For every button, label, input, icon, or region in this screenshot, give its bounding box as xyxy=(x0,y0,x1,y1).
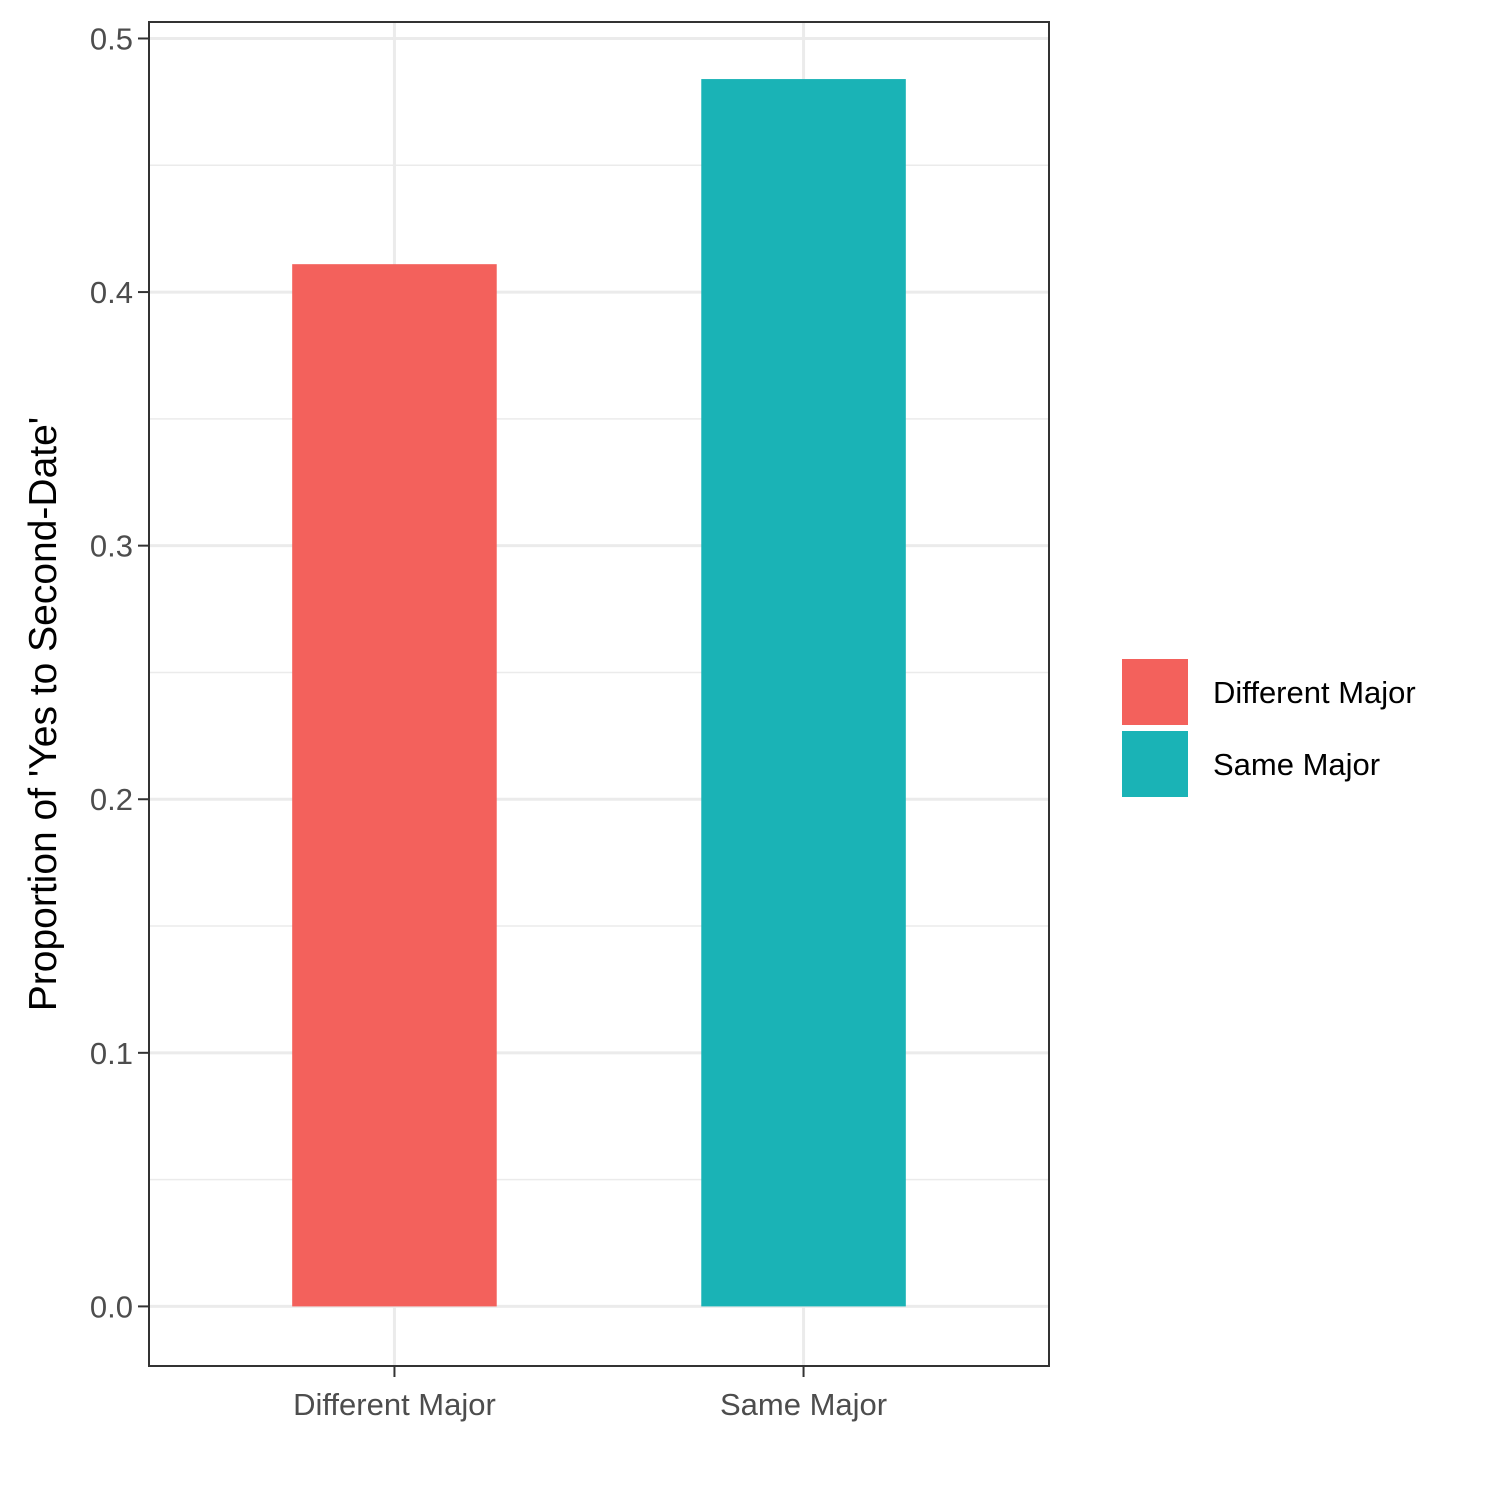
legend-key xyxy=(1122,659,1188,725)
plot-panel-border xyxy=(148,21,1050,1367)
bar-different-major xyxy=(292,264,497,1307)
grid-lines xyxy=(149,22,1049,1366)
x-tick-label: Different Major xyxy=(293,1387,496,1422)
legend-label: Same Major xyxy=(1213,747,1380,782)
axes: 0.0 0.1 0.2 0.3 0.4 0.5 Different Major Same Ma… xyxy=(90,21,887,1422)
y-tick-label: 0.4 xyxy=(90,275,133,310)
legend: Different Major Same Major xyxy=(1122,659,1416,797)
y-tick-label: 0.5 xyxy=(90,21,133,56)
y-axis-title: Proportion of 'Yes to Second-Date' xyxy=(22,417,65,1011)
bar-same-major xyxy=(701,79,906,1307)
y-tick-label: 0.1 xyxy=(90,1036,133,1071)
y-tick-label: 0.3 xyxy=(90,529,133,564)
legend-key xyxy=(1122,731,1188,797)
legend-label: Different Major xyxy=(1213,675,1416,710)
bars xyxy=(292,79,906,1307)
y-tick-label: 0.0 xyxy=(90,1289,133,1324)
y-tick-label: 0.2 xyxy=(90,782,133,817)
x-tick-label: Same Major xyxy=(720,1387,887,1422)
